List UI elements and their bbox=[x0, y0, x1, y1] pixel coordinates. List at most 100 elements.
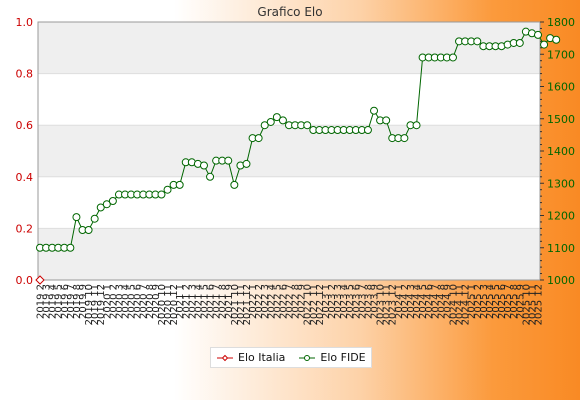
x-tick-label: 2022 10 bbox=[303, 284, 314, 325]
series-fide-point bbox=[163, 185, 172, 194]
x-tick-group: 2020 1 bbox=[102, 284, 113, 319]
x-tick-label: 2019 8 bbox=[72, 284, 83, 319]
x-tick-label: 2022 2 bbox=[254, 284, 265, 319]
x-tick-label: 2024 9 bbox=[442, 284, 453, 319]
x-tick-label: 2022 8 bbox=[291, 284, 302, 319]
x-tick-group: 2024 7 bbox=[430, 284, 441, 319]
x-tick-label: 2025 11 bbox=[527, 284, 538, 325]
series-fide-point bbox=[540, 40, 549, 49]
x-tick-group: 2023 10 bbox=[376, 284, 387, 325]
series-fide-point bbox=[266, 117, 275, 126]
x-tick-group: 2019 3 bbox=[42, 284, 53, 319]
series-fide-point bbox=[96, 203, 105, 212]
x-tick-group: 2025 10 bbox=[521, 284, 532, 325]
x-tick-label: 2025 1 bbox=[467, 284, 478, 319]
x-tick-label: 2023 7 bbox=[357, 284, 368, 319]
x-tick-group: 2024 9 bbox=[442, 284, 453, 319]
x-tick-group: 2019 8 bbox=[72, 284, 83, 319]
x-tick-label: 2020 11 bbox=[163, 284, 174, 325]
x-tick-group: 2025 7 bbox=[503, 284, 514, 319]
x-tick-label: 2024 6 bbox=[424, 284, 435, 319]
y-left-tick-label: 1.0 bbox=[16, 16, 34, 29]
x-tick-label: 2025 12 bbox=[534, 284, 545, 325]
x-tick-label: 2019 5 bbox=[54, 284, 65, 319]
series-fide-point bbox=[72, 213, 81, 222]
x-tick-group: 2021 1 bbox=[175, 284, 186, 319]
y-right-tick-label: 1300 bbox=[547, 177, 575, 190]
x-tick-group: 2023 6 bbox=[351, 284, 362, 319]
x-tick-label: 2021 6 bbox=[206, 284, 217, 319]
x-tick-label: 2020 2 bbox=[108, 284, 119, 319]
x-tick-group: 2023 8 bbox=[363, 284, 374, 319]
x-tick-label: 2022 11 bbox=[309, 284, 320, 325]
series-fide-point bbox=[448, 53, 457, 62]
legend-swatch-italia bbox=[217, 354, 233, 361]
x-tick-label: 2021 9 bbox=[224, 284, 235, 319]
x-tick-group: 2025 11 bbox=[527, 284, 538, 325]
series-fide-point bbox=[90, 214, 99, 223]
x-tick-group: 2023 11 bbox=[382, 284, 393, 325]
y-right-tick-label: 1800 bbox=[547, 16, 575, 29]
x-tick-label: 2022 12 bbox=[315, 284, 326, 325]
grid-band bbox=[38, 125, 540, 177]
series-fide-point bbox=[412, 121, 421, 130]
x-tick-label: 2019 6 bbox=[60, 284, 71, 319]
x-tick-group: 2022 8 bbox=[291, 284, 302, 319]
x-tick-group: 2025 1 bbox=[467, 284, 478, 319]
y-left-tick-label: 0.2 bbox=[16, 222, 34, 235]
x-tick-label: 2024 12 bbox=[461, 284, 472, 325]
x-tick-group: 2024 3 bbox=[406, 284, 417, 319]
grid-band bbox=[38, 228, 540, 280]
x-tick-label: 2023 11 bbox=[382, 284, 393, 325]
x-tick-label: 2019 9 bbox=[78, 284, 89, 319]
x-tick-label: 2024 5 bbox=[418, 284, 429, 319]
x-tick-label: 2024 3 bbox=[406, 284, 417, 319]
legend-swatch-fide bbox=[299, 354, 316, 361]
x-tick-label: 2021 4 bbox=[193, 284, 204, 319]
x-tick-group: 2025 5 bbox=[491, 284, 502, 319]
legend-label-fide: Elo FIDE bbox=[320, 351, 366, 364]
x-tick-group: 2019 4 bbox=[48, 284, 59, 319]
x-tick-group: 2019 2 bbox=[36, 284, 47, 319]
x-tick-label: 2019 3 bbox=[42, 284, 53, 319]
x-tick-group: 2021 3 bbox=[187, 284, 198, 319]
x-tick-label: 2019 11 bbox=[90, 284, 101, 325]
x-tick-label: 2021 2 bbox=[181, 284, 192, 319]
x-tick-label: 2022 7 bbox=[285, 284, 296, 319]
y-right-tick-label: 1500 bbox=[547, 113, 575, 126]
x-tick-group: 2021 10 bbox=[230, 284, 241, 325]
x-tick-group: 2020 6 bbox=[133, 284, 144, 319]
x-tick-group: 2019 10 bbox=[84, 284, 95, 325]
chart-title: Grafico Elo bbox=[257, 5, 322, 19]
x-tick-group: 2022 10 bbox=[303, 284, 314, 325]
x-tick-label: 2023 10 bbox=[376, 284, 387, 325]
series-fide-point bbox=[206, 172, 215, 181]
x-tick-label: 2023 3 bbox=[333, 284, 344, 319]
legend-item-italia: Elo Italia bbox=[217, 351, 285, 364]
x-tick-label: 2019 12 bbox=[96, 284, 107, 325]
x-tick-label: 2023 1 bbox=[321, 284, 332, 319]
x-tick-group: 2020 3 bbox=[114, 284, 125, 319]
x-tick-group: 2025 9 bbox=[515, 284, 526, 319]
y-right-tick-label: 1000 bbox=[547, 274, 575, 287]
x-tick-group: 2024 2 bbox=[400, 284, 411, 319]
x-tick-group: 2025 6 bbox=[497, 284, 508, 319]
x-tick-group: 2022 11 bbox=[309, 284, 320, 325]
x-tick-group: 2023 5 bbox=[345, 284, 356, 319]
x-tick-group: 2019 7 bbox=[66, 284, 77, 319]
x-tick-group: 2022 12 bbox=[315, 284, 326, 325]
x-tick-group: 2022 4 bbox=[266, 284, 277, 319]
x-tick-label: 2024 1 bbox=[394, 284, 405, 319]
x-tick-group: 2023 9 bbox=[370, 284, 381, 319]
x-tick-label: 2023 2 bbox=[327, 284, 338, 319]
x-tick-label: 2024 7 bbox=[430, 284, 441, 319]
y-left-tick-label: 0.0 bbox=[16, 274, 34, 287]
x-tick-label: 2022 3 bbox=[260, 284, 271, 319]
grid-band bbox=[38, 22, 540, 74]
x-tick-group: 2022 6 bbox=[278, 284, 289, 319]
series-fide-point bbox=[382, 116, 391, 125]
legend-label-italia: Elo Italia bbox=[238, 351, 286, 364]
x-tick-label: 2023 12 bbox=[388, 284, 399, 325]
